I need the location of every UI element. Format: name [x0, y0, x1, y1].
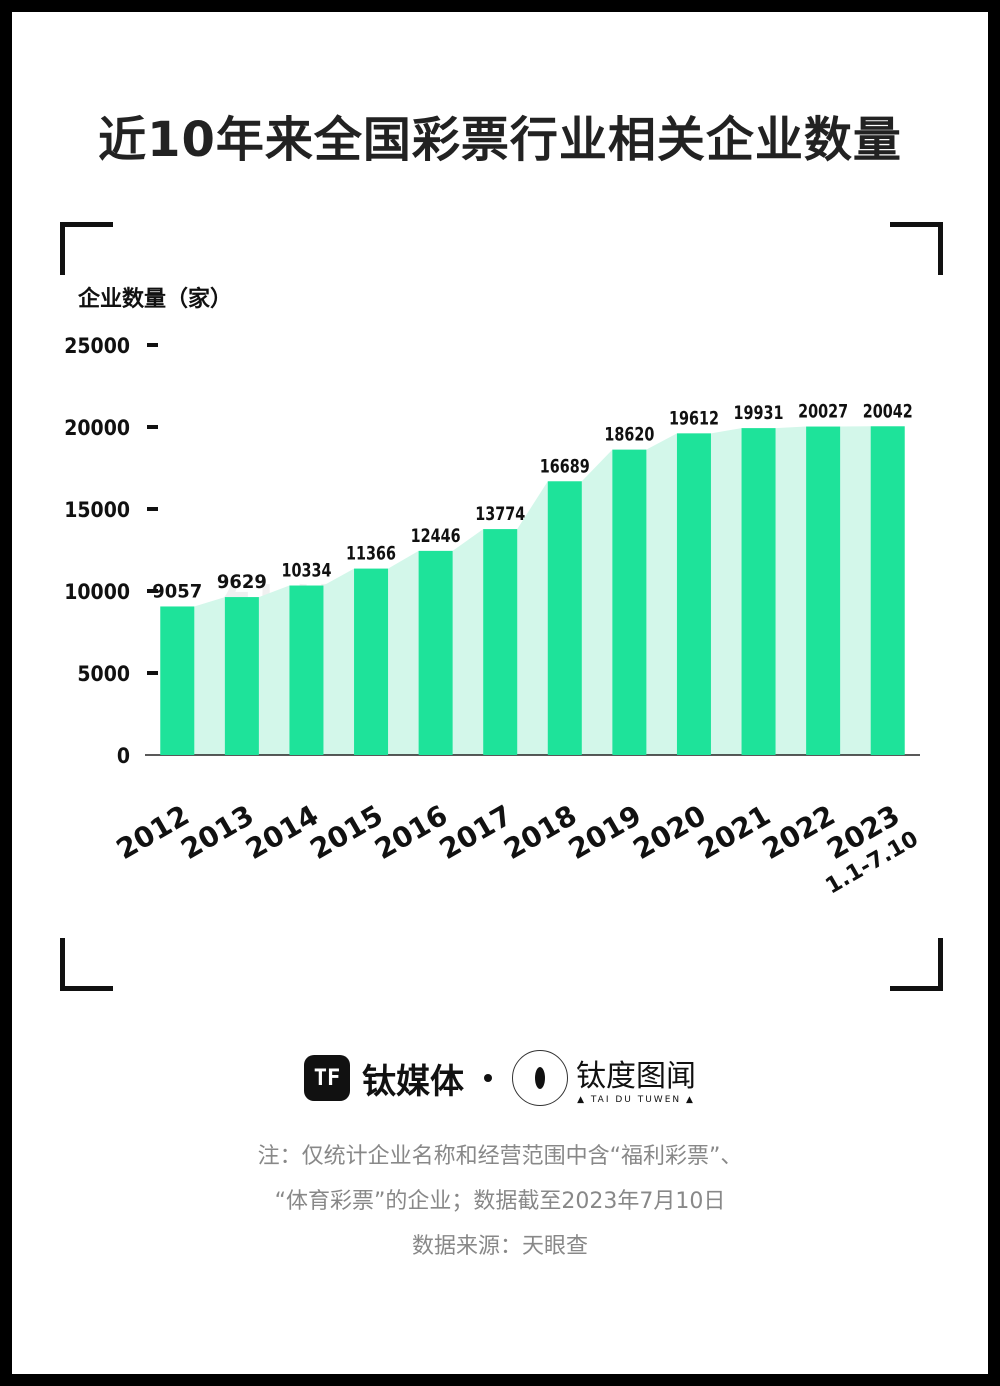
y-tick-label: 10000 [64, 580, 130, 604]
y-tick-mark [147, 425, 158, 429]
bar [806, 426, 841, 755]
frame-corner-top-left [60, 222, 113, 275]
x-tick-label: 2020 [627, 798, 711, 866]
brand-subtitle-taidu: ▲ TAI DU TUWEN ▲ [577, 1095, 695, 1105]
bar [354, 568, 389, 755]
y-tick-label: 15000 [64, 498, 130, 522]
x-tick-label: 2019 [563, 798, 647, 866]
data-label: 11366 [346, 543, 396, 565]
y-tick-mark [147, 589, 158, 593]
area-fill [160, 426, 905, 755]
bar [418, 550, 453, 755]
note-line-1: 注：仅统计企业名称和经营范围中含“福利彩票”、 [257, 1144, 743, 1169]
y-tick-mark [147, 507, 158, 511]
bar [741, 428, 776, 755]
bar [612, 449, 647, 755]
y-tick-label: 25000 [64, 334, 130, 358]
x-tick-label: 2016 [369, 798, 453, 866]
eye-logo-icon [512, 1050, 568, 1106]
y-tick-label: 0 [117, 744, 130, 768]
frame-corner-bottom-right [890, 938, 943, 991]
note-line-2: “体育彩票”的企业；数据截至2023年7月10日 [274, 1189, 726, 1214]
data-label: 9057 [152, 580, 202, 602]
frame-corner-top-right [890, 222, 943, 275]
y-tick-label: 5000 [77, 662, 130, 686]
x-tick-label: 2021 [692, 798, 776, 866]
data-label: 9629 [217, 571, 267, 593]
data-label: 16689 [540, 455, 590, 477]
data-label: 12446 [411, 525, 461, 547]
tmtpost-logo-icon: TF [304, 1055, 350, 1101]
data-source: 数据来源：天眼查 [411, 1234, 588, 1259]
separator-dot-icon [484, 1074, 492, 1082]
page-card: 近10年来全国彩票行业相关企业数量 钛媒体钛度图闻TAI DU TUWEN企业数… [12, 12, 988, 1374]
bar [547, 481, 582, 755]
bar [224, 597, 259, 755]
chart-title: 近10年来全国彩票行业相关企业数量 [98, 112, 902, 168]
data-label: 19612 [669, 407, 719, 429]
y-tick-mark [147, 671, 158, 675]
brand-footer: TF 钛媒体 钛度图闻 ▲ TAI DU TUWEN ▲ [12, 1050, 988, 1106]
frame-corner-bottom-left [60, 938, 113, 991]
y-tick-mark [147, 343, 158, 347]
data-label: 13774 [475, 503, 525, 525]
x-tick-label: 2018 [498, 798, 582, 866]
x-tick-label: 2014 [240, 798, 324, 866]
bar [676, 433, 711, 755]
bar [483, 529, 518, 755]
x-tick-label: 2022 [757, 798, 841, 866]
brand-name-taidu: 钛度图闻 [576, 1059, 696, 1094]
bar [160, 606, 195, 755]
data-label: 20042 [863, 400, 913, 422]
data-label: 10334 [281, 560, 331, 582]
x-tick-label: 2013 [175, 798, 259, 866]
x-tick-label: 2015 [305, 798, 389, 866]
x-tick-label: 2012 [111, 798, 195, 866]
data-label: 18620 [604, 424, 654, 446]
brand-name-tmtpost: 钛媒体 [362, 1061, 464, 1102]
data-label: 19931 [734, 402, 784, 424]
bar [289, 585, 324, 755]
brand-taidu: 钛度图闻 ▲ TAI DU TUWEN ▲ [512, 1050, 696, 1106]
y-tick-label: 20000 [64, 416, 130, 440]
bar [870, 426, 905, 755]
bar-chart: 钛媒体钛度图闻TAI DU TUWEN企业数量（家）05000100001500… [64, 286, 922, 899]
y-axis-label: 企业数量（家） [77, 286, 232, 312]
x-tick-label: 2017 [434, 798, 518, 866]
data-label: 20027 [798, 401, 848, 423]
